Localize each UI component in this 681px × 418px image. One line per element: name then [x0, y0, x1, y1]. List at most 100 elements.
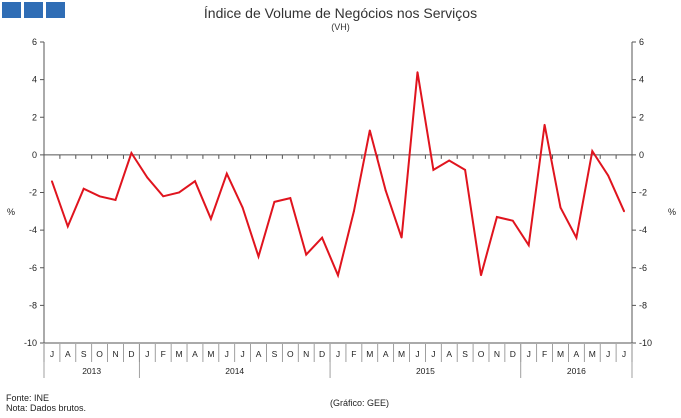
data-point [66, 225, 69, 228]
y-tick-label-right: -8 [639, 300, 647, 310]
month-label: N [112, 349, 118, 359]
data-point [352, 210, 355, 213]
month-label: N [494, 349, 500, 359]
logo-square [2, 2, 21, 18]
month-label: O [96, 349, 103, 359]
month-label: A [192, 349, 198, 359]
data-point [241, 206, 244, 209]
data-point [607, 174, 610, 177]
data-point [289, 197, 292, 200]
month-label: F [351, 349, 356, 359]
y-tick-label-left: 6 [32, 37, 37, 47]
month-label: D [128, 349, 134, 359]
y-tick-label-right: 2 [639, 112, 644, 122]
month-label: J [50, 349, 54, 359]
month-label: S [462, 349, 468, 359]
source-text: Fonte: INE [6, 393, 50, 403]
chart-subtitle: (VH) [331, 22, 350, 32]
data-point [591, 150, 594, 153]
y-tick-label-left: 4 [32, 75, 37, 85]
note-text: Nota: Dados brutos. [6, 403, 87, 413]
y-tick-label-left: -4 [29, 225, 37, 235]
month-label: N [303, 349, 309, 359]
month-label: M [207, 349, 214, 359]
data-point [82, 187, 85, 190]
month-label: O [287, 349, 294, 359]
data-point [496, 216, 498, 218]
data-point [209, 217, 212, 220]
data-point [543, 123, 546, 126]
month-label: J [606, 349, 610, 359]
data-point [194, 180, 196, 183]
y-tick-label-left: -6 [29, 263, 37, 273]
logo-square [46, 2, 65, 18]
y-tick-label-right: -10 [639, 338, 652, 348]
y-tick-label-left: -8 [29, 300, 37, 310]
data-point [162, 195, 165, 198]
month-label: J [622, 349, 626, 359]
month-label: F [542, 349, 547, 359]
series-line-vh [50, 71, 626, 279]
data-point [575, 236, 578, 239]
y-axis-label-right: % [668, 207, 676, 217]
y-tick-label-left: -10 [24, 338, 37, 348]
data-point [368, 129, 371, 132]
source-note: Fonte: INE Nota: Dados brutos. [6, 393, 86, 413]
logo-square [24, 2, 43, 18]
data-point [400, 236, 403, 239]
month-label: M [366, 349, 373, 359]
chart-labels: 6 64 42 20 0-2 -2-4 -4-6 -6-8 -8-10 -10% %J A S O N D J F… [7, 37, 676, 376]
y-tick-label-left: 2 [32, 112, 37, 122]
y-tick-label-right: 4 [639, 75, 644, 85]
y-tick-label-right: -4 [639, 225, 647, 235]
data-point [178, 191, 180, 194]
data-point [146, 176, 149, 179]
data-point [305, 253, 308, 256]
data-point [51, 180, 53, 183]
y-tick-label-right: 0 [639, 150, 644, 160]
month-label: J [336, 349, 340, 359]
month-label: A [65, 349, 71, 359]
data-point [464, 169, 467, 171]
month-label: J [415, 349, 419, 359]
data-point [527, 244, 530, 247]
month-label: S [272, 349, 278, 359]
data-point [448, 159, 451, 162]
year-label: 2015 [416, 366, 435, 376]
y-tick-label-right: 6 [639, 37, 644, 47]
data-point [416, 71, 419, 73]
month-label: J [225, 349, 229, 359]
month-label: F [161, 349, 166, 359]
month-label: M [398, 349, 405, 359]
month-label: D [319, 349, 325, 359]
month-label: M [176, 349, 183, 359]
data-point [98, 195, 101, 198]
month-label: J [431, 349, 435, 359]
y-tick-label-left: -2 [29, 188, 37, 198]
chart-series [50, 71, 626, 279]
data-point [273, 201, 276, 203]
y-tick-label-right: -6 [639, 263, 647, 273]
data-point [130, 152, 133, 154]
data-point [432, 169, 435, 171]
y-axis-label-left: % [7, 207, 15, 217]
data-point [559, 206, 562, 209]
month-label: J [241, 349, 245, 359]
month-label: O [478, 349, 485, 359]
month-label: J [527, 349, 531, 359]
data-point [257, 255, 260, 258]
y-tick-label-left: 0 [32, 150, 37, 160]
month-label: A [574, 349, 580, 359]
year-label: 2013 [82, 366, 101, 376]
data-point [337, 274, 339, 277]
data-point [511, 219, 514, 222]
y-tick-label-right: -2 [639, 188, 647, 198]
month-label: M [557, 349, 564, 359]
month-label: J [145, 349, 149, 359]
data-point [114, 199, 117, 201]
month-label: S [81, 349, 87, 359]
chart-axes [40, 41, 636, 378]
chart-credit: (Gráfico: GEE) [330, 398, 390, 408]
data-point [480, 274, 482, 277]
